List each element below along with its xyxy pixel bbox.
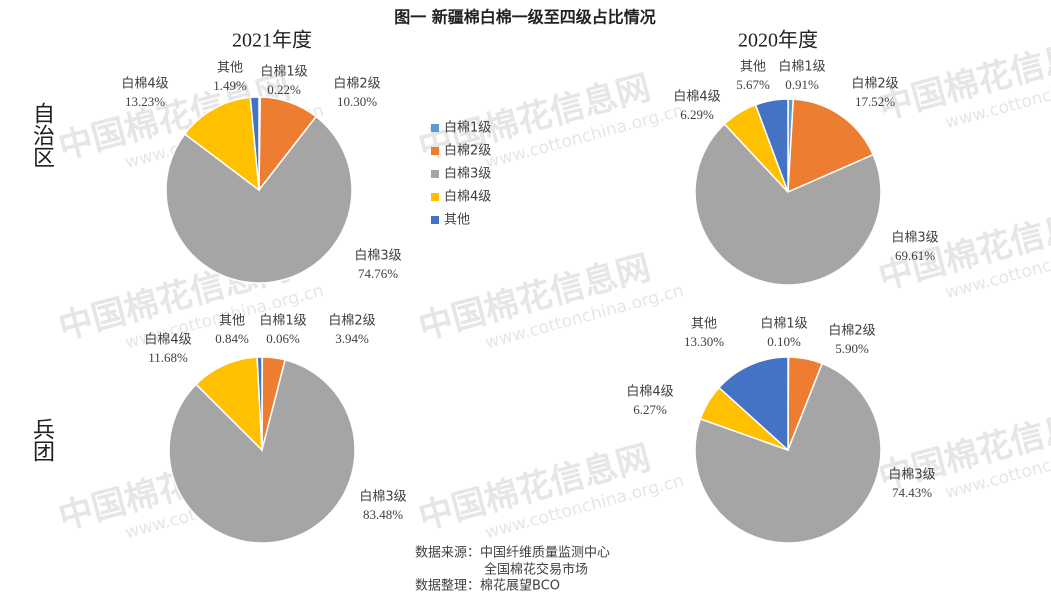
slice-category: 白棉4级 — [673, 89, 720, 105]
slice-category: 其他 — [219, 314, 245, 329]
legend-label: 白棉4级 — [444, 189, 491, 205]
pie-title: 2021年度 — [232, 29, 312, 52]
slice-value: 3.94% — [335, 331, 369, 346]
row-label: 兵团 — [30, 418, 55, 462]
legend-label: 其他 — [444, 213, 470, 228]
slice-category: 白棉1级 — [259, 313, 306, 329]
row-label: 自治区 — [30, 102, 55, 168]
slice-category: 其他 — [217, 61, 243, 76]
slice-category: 白棉3级 — [888, 467, 935, 483]
legend-swatch — [431, 193, 439, 201]
slice-value: 6.29% — [680, 107, 714, 122]
slice-category: 白棉2级 — [851, 76, 898, 92]
slice-value: 5.90% — [835, 341, 869, 356]
slice-category: 白棉3级 — [891, 230, 938, 246]
source-line: 全国棉花交易市场 — [484, 562, 588, 578]
pie-slice — [168, 359, 356, 544]
slice-category: 白棉3级 — [354, 248, 401, 264]
slice-value: 13.30% — [684, 334, 724, 349]
slice-value: 0.10% — [767, 334, 801, 349]
legend-swatch — [431, 170, 439, 178]
slice-value: 6.27% — [633, 402, 667, 417]
slice-value: 74.76% — [358, 266, 398, 281]
pie-slice — [694, 122, 882, 286]
pie-title: 2020年度 — [738, 29, 818, 52]
slice-category: 白棉1级 — [260, 64, 307, 80]
slice-category: 白棉3级 — [359, 489, 406, 505]
pie-slice — [195, 356, 263, 452]
legend-swatch — [431, 147, 439, 155]
pie-slice — [165, 115, 353, 284]
slice-value: 11.68% — [148, 350, 188, 365]
slice-category: 白棉4级 — [144, 332, 191, 348]
pie-slice — [694, 362, 882, 544]
pie-slice — [183, 96, 260, 192]
slice-category: 其他 — [691, 317, 717, 332]
slice-value: 69.61% — [895, 248, 935, 263]
slice-value: 0.84% — [215, 331, 249, 346]
source-line: 数据整理：棉花展望BCO — [415, 578, 560, 594]
page-title: 图一 新疆棉白棉一级至四级占比情况 — [394, 8, 656, 27]
slice-value: 83.48% — [363, 507, 403, 522]
legend-swatch — [431, 216, 439, 224]
legend-swatch — [431, 124, 439, 132]
source-line: 数据来源：中国纤维质量监测中心 — [415, 546, 610, 561]
slice-category: 其他 — [740, 60, 766, 75]
slice-value: 13.23% — [125, 94, 165, 109]
pie-slice — [787, 98, 875, 194]
slice-value: 74.43% — [892, 485, 932, 500]
pie-slice — [754, 98, 789, 193]
slice-value: 5.67% — [736, 77, 770, 92]
slice-value: 10.30% — [337, 94, 377, 109]
slice-value: 0.22% — [267, 82, 301, 97]
legend-label: 白棉1级 — [444, 120, 491, 136]
pie-slice — [249, 96, 260, 191]
pie-slice — [256, 356, 263, 451]
legend-label: 白棉3级 — [444, 166, 491, 182]
slice-value: 17.52% — [855, 94, 895, 109]
slice-value: 1.49% — [213, 78, 247, 93]
slice-value: 0.06% — [266, 331, 300, 346]
pie-slice — [717, 356, 789, 452]
slice-category: 白棉1级 — [778, 59, 825, 75]
slice-value: 0.91% — [785, 77, 819, 92]
slice-category: 白棉4级 — [626, 384, 673, 400]
slice-category: 白棉2级 — [328, 313, 375, 329]
slice-category: 白棉2级 — [333, 76, 380, 92]
slice-category: 白棉1级 — [760, 316, 807, 332]
slice-category: 白棉4级 — [121, 76, 168, 92]
slice-category: 白棉2级 — [828, 323, 875, 339]
legend-label: 白棉2级 — [444, 143, 491, 159]
